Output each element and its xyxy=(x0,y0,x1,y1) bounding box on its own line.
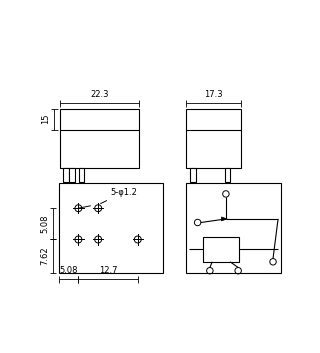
Polygon shape xyxy=(221,217,227,221)
Bar xyxy=(59,183,163,273)
Bar xyxy=(63,168,69,182)
Text: 22.3: 22.3 xyxy=(90,90,109,99)
Text: 5.08: 5.08 xyxy=(59,266,78,275)
Text: 15: 15 xyxy=(41,114,50,125)
Bar xyxy=(60,109,139,168)
Bar xyxy=(203,237,239,262)
Bar xyxy=(190,168,196,182)
Text: 17.3: 17.3 xyxy=(204,90,223,99)
Text: 7.62: 7.62 xyxy=(40,247,49,265)
Bar xyxy=(79,168,84,182)
Text: 5-φ1.2: 5-φ1.2 xyxy=(101,188,138,204)
Bar xyxy=(186,109,241,168)
Bar xyxy=(69,168,75,182)
Text: 12.7: 12.7 xyxy=(99,266,117,275)
Bar xyxy=(225,168,230,182)
Bar xyxy=(186,183,281,273)
Text: 5.08: 5.08 xyxy=(40,215,49,233)
